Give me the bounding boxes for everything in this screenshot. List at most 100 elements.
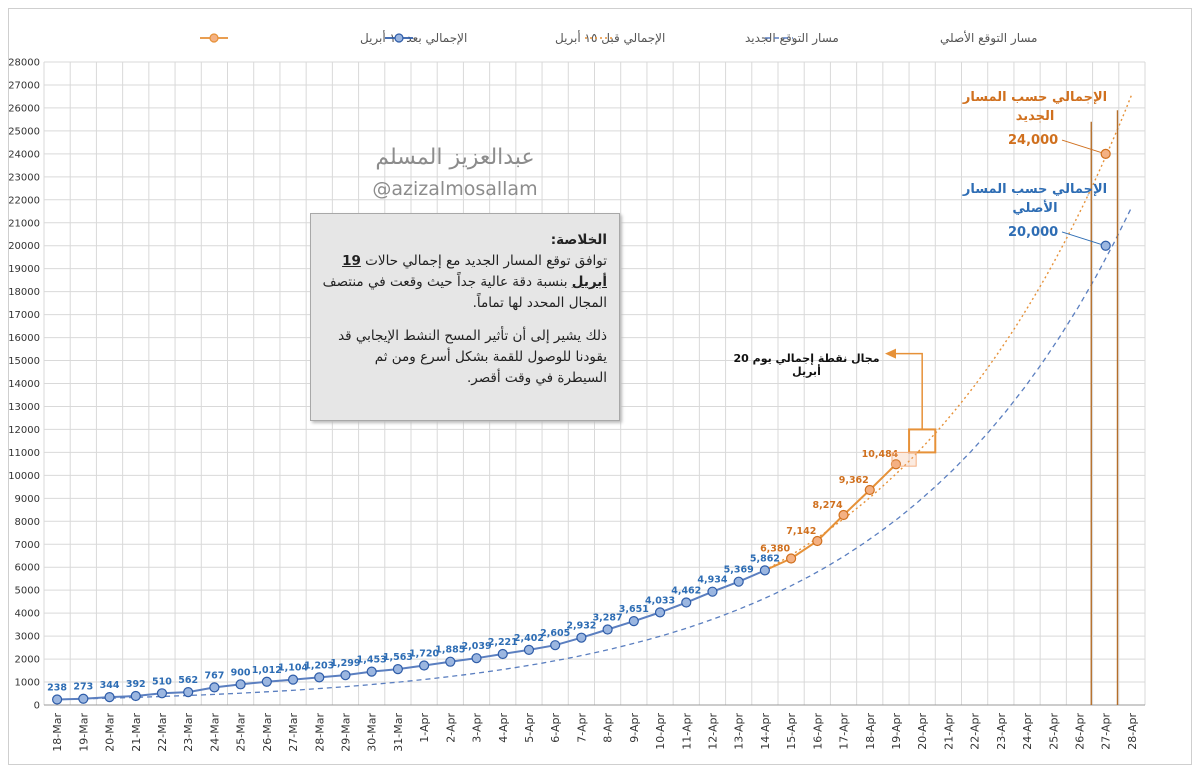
after-apr14-point xyxy=(786,553,797,564)
before-apr15-data-label: 238 xyxy=(47,683,67,694)
before-apr15-data-label: 2,605 xyxy=(540,628,570,639)
before-apr15-point xyxy=(654,607,666,618)
x-tick-label: 22-Mar xyxy=(156,713,169,752)
x-tick-label: 4-Apr xyxy=(497,713,510,743)
x-tick-label: 8-Apr xyxy=(602,713,615,743)
y-tick-label: 2000 xyxy=(15,655,40,666)
x-tick-label: 1-Apr xyxy=(418,713,431,743)
after-apr14-data-label: 9,362 xyxy=(839,475,869,486)
new-forecast-curve xyxy=(764,93,1133,572)
y-tick-label: 10000 xyxy=(8,471,40,482)
before-apr15-point xyxy=(733,576,744,587)
before-apr15-point xyxy=(156,688,168,699)
x-tick-label: 17-Apr xyxy=(838,713,851,750)
data-series: 238 273 344 392 510 562 767 900 1,0121,1041,2031… xyxy=(47,148,1111,705)
before-apr15-line xyxy=(57,569,766,701)
y-tick-label: 8000 xyxy=(15,517,40,528)
before-apr15-data-label: 4,033 xyxy=(645,595,675,606)
summary-line1: توافق توقع المسار الجديد مع إجمالي حالات xyxy=(365,253,607,269)
y-tick-label: 21000 xyxy=(8,218,40,229)
x-tick-label: 15-Apr xyxy=(785,713,798,750)
x-tick-label: 18-Apr xyxy=(864,713,877,750)
x-tick-label: 2-Apr xyxy=(444,713,457,743)
y-tick-label: 16000 xyxy=(8,333,40,344)
y-tick-label: 0 xyxy=(34,701,40,712)
before-apr15-point xyxy=(497,648,508,660)
before-apr15-data-label: 5,862 xyxy=(750,553,780,564)
x-tick-label: 31-Mar xyxy=(392,713,405,752)
before-apr15-data-label: 3,651 xyxy=(619,604,649,615)
x-tick-label: 30-Mar xyxy=(366,713,379,752)
original-forecast-curve xyxy=(57,206,1133,701)
x-tick-label: 14-Apr xyxy=(759,713,772,750)
before-apr15-point xyxy=(576,632,587,643)
before-apr15-data-label: 273 xyxy=(73,682,93,693)
annotation-new-path-total: الإجمالي حسب المسار الجديد xyxy=(962,90,1108,124)
x-tick-label: 5-Apr xyxy=(523,713,536,743)
x-tick-label: 13-Apr xyxy=(733,713,746,750)
summary-title: الخلاصة: xyxy=(550,232,607,248)
before-apr15-data-label: 1,203 xyxy=(304,660,334,671)
legend-label: مسار التوقع الجديد xyxy=(745,31,839,46)
before-apr15-point xyxy=(235,679,246,690)
x-tick-label: 6-Apr xyxy=(549,713,562,743)
before-apr15-point xyxy=(209,682,220,693)
before-apr15-data-label: 5,369 xyxy=(724,565,754,576)
watermark-handle: @azizalmosallam xyxy=(372,178,538,200)
range-arrow-icon xyxy=(885,348,896,359)
x-tick-label: 28-Apr xyxy=(1126,713,1139,750)
before-apr15-point xyxy=(681,597,692,608)
leader-orig-path xyxy=(1061,231,1102,246)
x-tick-label: 21-Mar xyxy=(130,713,143,752)
before-apr15-data-label: 1,720 xyxy=(409,649,439,660)
before-apr15-point xyxy=(602,624,613,635)
range-connector xyxy=(893,352,923,430)
before-apr15-point xyxy=(759,565,770,576)
x-tick-label: 3-Apr xyxy=(471,713,484,743)
before-apr15-data-label: 1,453 xyxy=(357,655,387,666)
x-tick-label: 19-Mar xyxy=(77,713,90,752)
y-tick-label: 14000 xyxy=(8,379,40,390)
y-tick-label: 23000 xyxy=(8,172,40,183)
legend-swatch-marker xyxy=(394,33,404,43)
before-apr15-data-label: 2,932 xyxy=(566,621,596,632)
y-tick-label: 11000 xyxy=(8,448,40,459)
x-tick-label: 29-Mar xyxy=(339,713,352,752)
y-tick-label: 18000 xyxy=(8,287,40,298)
before-apr15-point xyxy=(707,586,718,597)
before-apr15-point xyxy=(550,640,561,651)
annotation-new-path-value: 24,000 xyxy=(1008,133,1059,148)
after-apr14-point xyxy=(1100,148,1111,159)
x-tick-label: 25-Mar xyxy=(235,713,248,752)
legend-label: مسار التوقع الأصلي xyxy=(940,30,1038,46)
y-tick-label: 28000 xyxy=(8,58,40,69)
annotation-overlay xyxy=(885,110,1119,705)
before-apr15-point xyxy=(523,644,535,655)
before-apr15-data-label: 344 xyxy=(100,680,120,691)
y-tick-label: 5000 xyxy=(15,586,40,597)
before-apr15-point xyxy=(130,690,141,702)
before-apr15-point xyxy=(78,693,89,704)
before-apr15-point xyxy=(471,653,482,664)
x-tick-label: 12-Apr xyxy=(706,713,719,750)
watermark-name: عبدالعزيز المسلم xyxy=(375,145,535,170)
before-apr15-data-label: 1,563 xyxy=(383,652,413,663)
x-tick-label: 7-Apr xyxy=(575,713,588,743)
before-apr15-data-label: 4,462 xyxy=(671,586,701,597)
x-tick-label: 19-Apr xyxy=(890,713,903,750)
x-tick-label: 9-Apr xyxy=(628,713,641,743)
legend-swatch-marker xyxy=(209,33,219,43)
before-apr15-point xyxy=(183,686,194,698)
x-tick-label: 21-Apr xyxy=(942,713,955,750)
y-tick-label: 27000 xyxy=(8,80,40,91)
summary-line2: بنسبة دقة عالية جداً حيث وقعت في منتصف ا… xyxy=(322,274,607,311)
x-tick-label: 25-Apr xyxy=(1047,713,1060,750)
after-apr14-point xyxy=(838,509,849,521)
legend-label: الإجمالي بعد ١٤ أبريل xyxy=(360,30,467,46)
after-apr14-point xyxy=(864,484,875,496)
y-tick-label: 26000 xyxy=(8,103,40,114)
after-apr14-data-label: 8,274 xyxy=(813,500,843,511)
before-apr15-data-label: 510 xyxy=(152,676,172,687)
y-tick-label: 15000 xyxy=(8,356,40,367)
